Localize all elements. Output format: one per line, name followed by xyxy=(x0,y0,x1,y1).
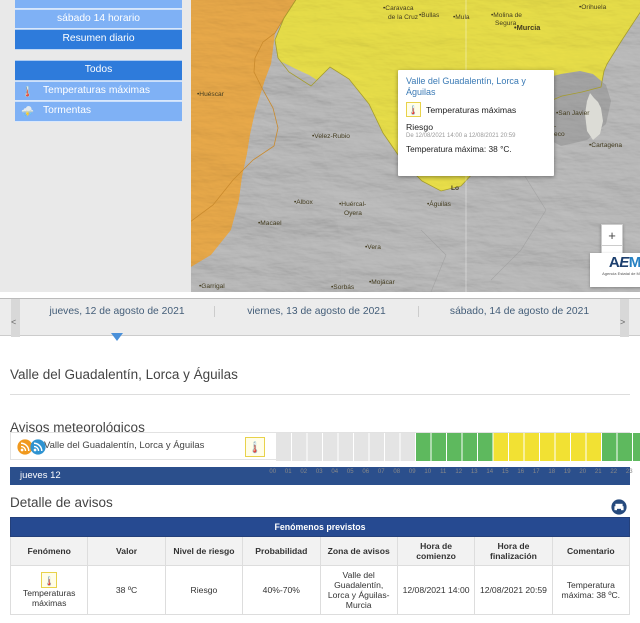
svg-text:•Huércal-: •Huércal- xyxy=(339,201,366,208)
svg-text:•Macael: •Macael xyxy=(258,220,282,227)
svg-text:Oyera: Oyera xyxy=(344,210,362,217)
svg-text:•Velez-Rubio: •Velez-Rubio xyxy=(312,133,350,140)
svg-text:•Murcia: •Murcia xyxy=(514,23,541,32)
svg-text:•Garrigal: •Garrigal xyxy=(199,283,225,290)
svg-text:•Albox: •Albox xyxy=(294,199,314,206)
svg-text:•San Javier: •San Javier xyxy=(556,110,590,117)
svg-text:•Molina de: •Molina de xyxy=(491,12,522,19)
svg-text:•Huéscar: •Huéscar xyxy=(197,91,225,98)
svg-text:•Caravaca: •Caravaca xyxy=(383,5,414,12)
svg-text:•Bullas: •Bullas xyxy=(419,12,440,19)
svg-text:•Cartagena: •Cartagena xyxy=(589,142,622,149)
svg-text:•Mojácar: •Mojácar xyxy=(369,279,396,286)
svg-text:Lo: Lo xyxy=(451,185,459,192)
svg-text:•Vera: •Vera xyxy=(365,244,381,251)
svg-text:•Mula: •Mula xyxy=(453,14,470,21)
svg-text:•Águilas: •Águilas xyxy=(427,199,452,208)
svg-text:•Orihuela: •Orihuela xyxy=(579,4,607,11)
svg-text:•Sorbás: •Sorbás xyxy=(331,284,355,291)
svg-text:de la Cruz: de la Cruz xyxy=(388,14,418,21)
